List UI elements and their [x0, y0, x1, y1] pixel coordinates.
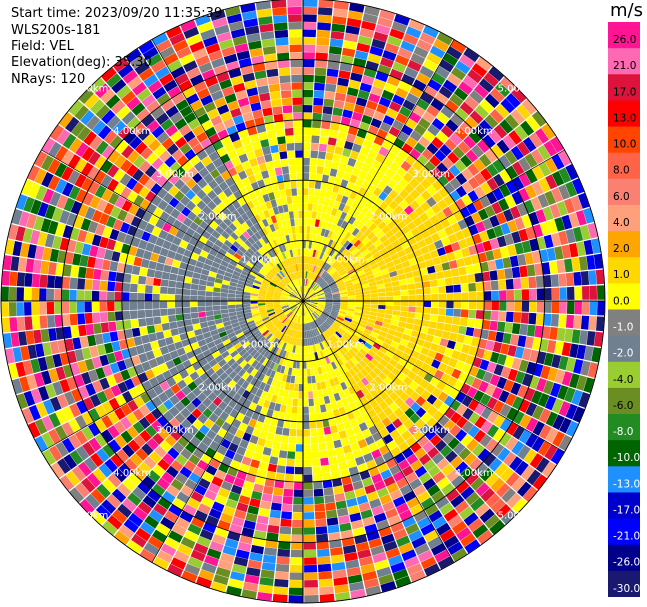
colorbar-swatch — [608, 544, 640, 572]
azimuth-spoke — [302, 39, 455, 302]
range-ring-label: 2.00km — [369, 382, 407, 393]
colorbar-swatch — [608, 440, 640, 467]
instrument-label: WLS200s-181 — [11, 23, 101, 38]
range-ring-label: 3.00km — [156, 425, 194, 436]
azimuth-spoke — [41, 300, 304, 453]
range-ring-label: 5.00km — [498, 84, 536, 95]
colorbar-tick-label: 8.0 — [613, 165, 630, 177]
colorbar-swatch — [608, 361, 640, 389]
colorbar-tick-label: -30.0 — [613, 583, 640, 595]
range-ring-label: 1.00km — [241, 340, 279, 351]
ppi-gate-group — [15, 17, 579, 603]
azimuth-spoke — [151, 39, 304, 302]
colorbar-tick-label: -4.0 — [613, 374, 634, 386]
colorbar-unit: m/s — [610, 0, 643, 21]
ppi-gate-group — [1, 8, 581, 595]
colorbar-tick-label: 2.0 — [613, 243, 630, 255]
colorbar-swatch — [608, 518, 640, 546]
range-ring-label: 4.00km — [113, 468, 151, 479]
azimuth-spoke — [302, 300, 455, 563]
azimuth-spoke — [151, 300, 304, 563]
azimuth-spoke — [302, 300, 565, 453]
colorbar-tick-label: 26.0 — [613, 34, 636, 46]
colorbar-tick-label: 4.0 — [613, 217, 630, 229]
field-label: Field: VEL — [11, 39, 74, 54]
colorbar-swatch — [608, 335, 640, 363]
colorbar-swatch — [608, 74, 640, 101]
start-time-label: Start time: 2023/09/20 11:35:39 — [11, 6, 223, 21]
range-ring-label: 1.00km — [327, 340, 365, 351]
range-ring-label: 2.00km — [199, 212, 237, 223]
colorbar-swatch — [608, 466, 640, 493]
colorbar-tick-label: -26.0 — [613, 557, 640, 569]
colorbar-tick-label: 17.0 — [613, 86, 636, 98]
colorbar-swatch — [608, 492, 640, 520]
nrays-label: NRays: 120 — [11, 72, 86, 87]
range-ring-label: 5.00km — [71, 84, 109, 95]
colorbar-tick-label: -2.0 — [613, 348, 634, 360]
colorbar-swatch — [608, 152, 640, 180]
colorbar-swatch — [608, 204, 640, 232]
colorbar-tick-label: -21.0 — [613, 531, 640, 543]
colorbar-swatch — [608, 257, 640, 284]
colorbar-swatch — [608, 22, 640, 49]
ppi-gate-group — [22, 0, 599, 589]
colorbar-swatch — [608, 48, 640, 75]
colorbar-swatch — [608, 231, 640, 258]
colorbar-swatch — [608, 570, 640, 597]
range-ring-label: 1.00km — [241, 254, 279, 265]
colorbar-swatch — [608, 387, 640, 415]
colorbar-tick-label: -6.0 — [613, 400, 634, 412]
colorbar-tick-label: 13.0 — [613, 112, 636, 124]
range-ring-label: 1.00km — [327, 254, 365, 265]
colorbar-tick-label: -1.0 — [613, 322, 634, 334]
ppi-gate-group — [55, 5, 591, 603]
azimuth-spoke — [302, 149, 565, 302]
ppi-gate-group — [28, 18, 596, 574]
colorbar-swatch — [608, 283, 640, 310]
colorbar-swatch — [608, 414, 640, 441]
ppi-gate-group — [15, 0, 605, 588]
range-ring-label: 2.00km — [199, 382, 237, 393]
colorbar-tick-label: 10.0 — [613, 139, 636, 151]
ppi-gate-group — [18, 8, 597, 596]
colorbar-tick-label: -8.0 — [613, 426, 634, 438]
range-ring-label: 4.00km — [455, 126, 493, 137]
colorbar-tick-label: 21.0 — [613, 60, 636, 72]
ppi-gate-group — [8, 21, 582, 589]
range-ring-label: 5.00km — [71, 511, 109, 522]
range-ring-label: 3.00km — [412, 425, 450, 436]
colorbar-tick-label: 0.0 — [613, 295, 630, 307]
range-ring-label: 4.00km — [455, 468, 493, 479]
colorbar-tick-label: -13.0 — [613, 478, 640, 490]
colorbar-tick-label: -10.0 — [613, 452, 640, 464]
colorbar-swatch — [608, 178, 640, 206]
range-ring-label: 4.00km — [113, 126, 151, 137]
colorbar-swatch — [608, 100, 640, 128]
colorbar-tick-label: -17.0 — [613, 504, 640, 516]
range-ring-label: 3.00km — [156, 169, 194, 180]
elevation-label: Elevation(deg): 35.30 — [11, 55, 152, 70]
range-ring-label: 5.00km — [498, 511, 536, 522]
colorbar-tick-label: 1.0 — [613, 269, 630, 281]
colorbar: 26.0 21.0 17.0 13.0 10.0 8.0 6.0 4.0 2.0 1.0 0.0 -1… — [608, 22, 640, 597]
range-ring-label: 2.00km — [369, 212, 407, 223]
azimuth-spoke — [41, 149, 304, 302]
colorbar-tick-label: 6.0 — [613, 191, 630, 203]
colorbar-swatch — [608, 126, 640, 154]
colorbar-swatch — [608, 309, 640, 337]
range-ring-label: 3.00km — [412, 169, 450, 180]
